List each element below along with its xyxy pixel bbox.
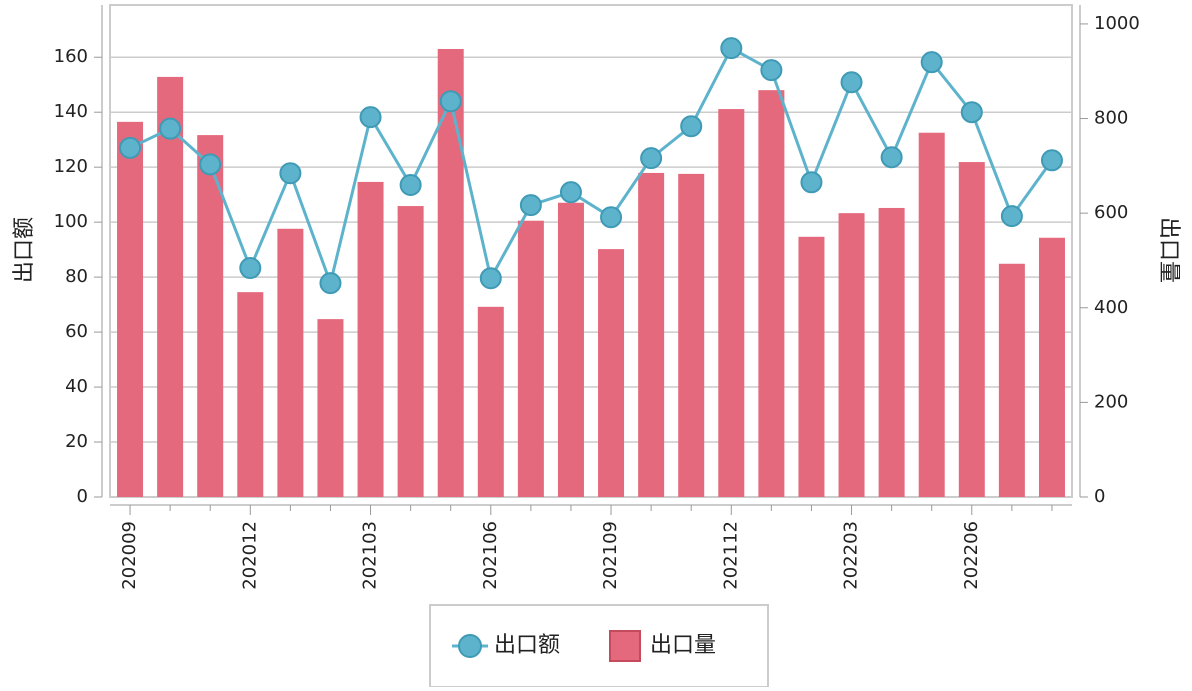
- marker: [399, 174, 422, 197]
- y-tick-label: 140: [54, 101, 88, 122]
- marker: [479, 267, 502, 290]
- bar: [1038, 237, 1065, 497]
- y-tick-label: 20: [65, 431, 88, 452]
- bar: [397, 206, 424, 498]
- marker: [239, 257, 262, 280]
- marker: [359, 106, 382, 129]
- y-tick-label: 100: [54, 211, 88, 232]
- y-axis-label: 出口额: [12, 217, 37, 283]
- x-tick-label: 202203: [841, 521, 862, 590]
- bar: [357, 181, 384, 497]
- y-tick-label: 120: [54, 156, 88, 177]
- bar: [237, 292, 264, 497]
- bar: [477, 306, 504, 497]
- marker: [880, 146, 903, 169]
- line: [129, 46, 1054, 289]
- legend-marker: [458, 634, 482, 658]
- bar: [557, 202, 584, 497]
- bar: [798, 236, 825, 498]
- legend-label: 出口量: [650, 633, 716, 658]
- y-tick-label: 0: [77, 486, 88, 507]
- marker: [159, 117, 182, 140]
- marker: [960, 101, 983, 124]
- x-tick-label: 202106: [480, 521, 501, 590]
- x-tick-label: 202112: [720, 521, 741, 590]
- y-tick-label: 60: [65, 321, 88, 342]
- marker: [840, 71, 863, 94]
- y2-tick-label: 0: [1094, 486, 1105, 507]
- marker: [119, 136, 142, 159]
- bar: [838, 213, 865, 497]
- y2-tick-label: 800: [1094, 108, 1128, 129]
- marker: [720, 37, 743, 60]
- bar: [918, 132, 945, 497]
- marker: [1000, 205, 1023, 228]
- bar: [277, 228, 304, 497]
- bar: [117, 121, 144, 497]
- marker: [680, 115, 703, 138]
- bar: [317, 319, 344, 497]
- marker: [439, 90, 462, 113]
- y-tick-label: 160: [54, 46, 88, 67]
- bar: [718, 109, 745, 498]
- marker: [600, 206, 623, 229]
- marker: [199, 153, 222, 176]
- marker: [920, 51, 943, 74]
- x-tick-label: 202103: [360, 521, 381, 590]
- x-tick-label: 202206: [961, 521, 982, 590]
- marker: [1040, 149, 1063, 172]
- marker: [760, 59, 783, 82]
- y2-tick-label: 600: [1094, 202, 1128, 223]
- bar: [998, 263, 1025, 497]
- bar: [437, 48, 464, 497]
- marker: [279, 162, 302, 185]
- y2-axis-label: 出口量: [1156, 217, 1181, 283]
- marker: [519, 194, 542, 217]
- marker: [559, 181, 582, 204]
- y-tick-label: 80: [65, 266, 88, 287]
- y2-tick-label: 400: [1094, 297, 1128, 318]
- bar: [157, 76, 184, 498]
- x-tick-label: 202109: [600, 521, 621, 590]
- marker: [640, 147, 663, 170]
- y2-tick-label: 1000: [1094, 13, 1140, 34]
- bar: [598, 249, 625, 497]
- y2-tick-label: 200: [1094, 391, 1128, 412]
- bar: [517, 220, 544, 497]
- marker: [319, 272, 342, 295]
- bar: [758, 90, 785, 498]
- legend-swatch: [609, 630, 641, 662]
- y-tick-label: 40: [65, 376, 88, 397]
- bar: [197, 135, 224, 497]
- bar: [678, 173, 705, 497]
- x-tick-label: 202009: [119, 521, 140, 590]
- bar: [638, 172, 665, 497]
- x-tick-label: 202012: [239, 521, 260, 590]
- bar: [958, 162, 985, 498]
- legend-label: 出口额: [494, 633, 560, 658]
- bar: [878, 207, 905, 497]
- marker: [800, 171, 823, 194]
